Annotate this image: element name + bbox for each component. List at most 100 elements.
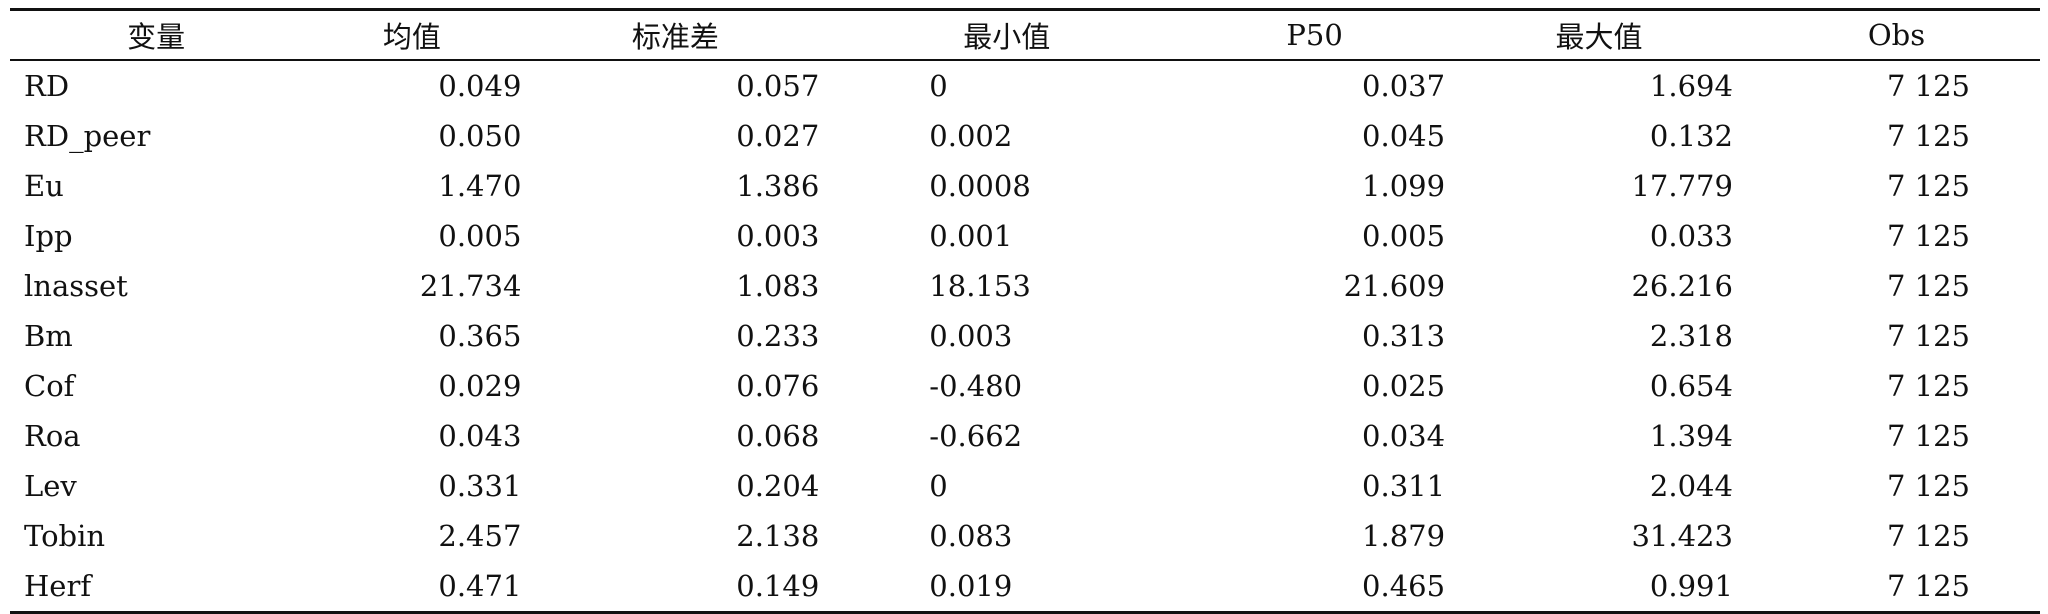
cell-variable: Bm [24, 319, 73, 353]
cell-max: 26.216 [1631, 269, 1733, 303]
cell-std-dev: 0.076 [736, 369, 820, 403]
table-row: RD 0.049 0.057 0 0.037 1.694 7 125 [10, 60, 2040, 111]
cell-obs: 7 125 [1886, 219, 1970, 253]
cell-std-dev: 2.138 [736, 519, 820, 553]
cell-min: -0.662 [929, 419, 1023, 453]
cell-std-dev: 0.068 [736, 419, 820, 453]
cell-p50: 0.005 [1362, 219, 1446, 253]
cell-min: 0.003 [929, 319, 1013, 353]
cell-variable: RD_peer [24, 119, 151, 153]
cell-variable: Eu [24, 169, 64, 203]
table-body: RD 0.049 0.057 0 0.037 1.694 7 125 RD_pe… [10, 60, 2040, 613]
cell-min: 0 [929, 69, 948, 103]
cell-p50: 0.025 [1362, 369, 1446, 403]
header-obs: Obs [1867, 18, 1926, 52]
cell-p50: 21.609 [1343, 269, 1446, 303]
cell-mean: 21.734 [419, 269, 522, 303]
header-mean: 均值 [382, 20, 441, 54]
table-row: lnasset 21.734 1.083 18.153 21.609 26.21… [10, 261, 2040, 311]
table-row: Bm 0.365 0.233 0.003 0.313 2.318 7 125 [10, 311, 2040, 361]
cell-std-dev: 0.027 [736, 119, 820, 153]
header-row: 变量 均值 标准差 最小值 P50 最大值 Obs [10, 9, 2040, 60]
cell-obs: 7 125 [1886, 419, 1970, 453]
cell-p50: 0.311 [1362, 469, 1446, 503]
table-row: Herf 0.471 0.149 0.019 0.465 0.991 7 125 [10, 561, 2040, 613]
cell-variable: Lev [24, 469, 77, 503]
cell-min: 0.002 [929, 119, 1013, 153]
cell-min: 0.0008 [929, 169, 1031, 203]
cell-mean: 0.005 [438, 219, 522, 253]
cell-min: 0 [929, 469, 948, 503]
cell-mean: 0.043 [438, 419, 522, 453]
cell-p50: 0.313 [1362, 319, 1446, 353]
cell-mean: 0.029 [438, 369, 522, 403]
cell-p50: 1.879 [1362, 519, 1446, 553]
cell-max: 17.779 [1631, 169, 1733, 203]
table-row: Ipp 0.005 0.003 0.001 0.005 0.033 7 125 [10, 211, 2040, 261]
cell-max: 2.044 [1649, 469, 1733, 503]
cell-std-dev: 0.233 [736, 319, 820, 353]
cell-mean: 1.470 [438, 169, 522, 203]
cell-mean: 0.050 [438, 119, 522, 153]
cell-mean: 0.471 [438, 569, 522, 603]
table-header: 变量 均值 标准差 最小值 P50 最大值 Obs [10, 9, 2040, 60]
table-row: Lev 0.331 0.204 0 0.311 2.044 7 125 [10, 461, 2040, 511]
cell-min: -0.480 [929, 369, 1023, 403]
cell-obs: 7 125 [1886, 69, 1970, 103]
cell-variable: Tobin [24, 519, 106, 553]
cell-obs: 7 125 [1886, 269, 1970, 303]
cell-variable: RD [24, 69, 70, 103]
cell-std-dev: 0.003 [736, 219, 820, 253]
cell-max: 0.132 [1649, 119, 1733, 153]
cell-variable: Roa [24, 419, 81, 453]
cell-mean: 0.365 [438, 319, 522, 353]
cell-variable: Cof [24, 369, 75, 403]
cell-obs: 7 125 [1886, 369, 1970, 403]
header-p50: P50 [1286, 18, 1343, 52]
cell-variable: Ipp [24, 219, 73, 253]
cell-p50: 0.465 [1362, 569, 1446, 603]
cell-obs: 7 125 [1886, 469, 1970, 503]
cell-p50: 0.037 [1362, 69, 1446, 103]
cell-std-dev: 0.057 [736, 69, 820, 103]
cell-mean: 0.049 [438, 69, 522, 103]
table-row: Roa 0.043 0.068 -0.662 0.034 1.394 7 125 [10, 411, 2040, 461]
cell-max: 2.318 [1649, 319, 1733, 353]
cell-min: 0.019 [929, 569, 1013, 603]
cell-obs: 7 125 [1886, 569, 1970, 603]
cell-max: 31.423 [1631, 519, 1733, 553]
cell-max: 0.991 [1649, 569, 1733, 603]
cell-std-dev: 1.386 [736, 169, 820, 203]
table-row: Cof 0.029 0.076 -0.480 0.025 0.654 7 125 [10, 361, 2040, 411]
cell-max: 0.033 [1649, 219, 1733, 253]
cell-std-dev: 1.083 [736, 269, 820, 303]
table-row: Eu 1.470 1.386 0.0008 1.099 17.779 7 125 [10, 161, 2040, 211]
header-std-dev: 标准差 [631, 20, 719, 54]
table-row: RD_peer 0.050 0.027 0.002 0.045 0.132 7 … [10, 111, 2040, 161]
cell-min: 0.001 [929, 219, 1013, 253]
cell-max: 1.694 [1649, 69, 1733, 103]
cell-variable: lnasset [24, 269, 128, 303]
cell-mean: 2.457 [438, 519, 522, 553]
cell-obs: 7 125 [1886, 319, 1970, 353]
cell-p50: 0.045 [1362, 119, 1446, 153]
cell-obs: 7 125 [1886, 119, 1970, 153]
header-min: 最小值 [963, 20, 1051, 54]
descriptive-statistics-table-container: 变量 均值 标准差 最小值 P50 最大值 Obs RD 0.049 0.057… [10, 8, 2040, 614]
cell-mean: 0.331 [438, 469, 522, 503]
cell-min: 18.153 [929, 269, 1031, 303]
descriptive-statistics-table: 变量 均值 标准差 最小值 P50 最大值 Obs RD 0.049 0.057… [10, 8, 2040, 614]
cell-obs: 7 125 [1886, 519, 1970, 553]
header-max: 最大值 [1555, 20, 1643, 54]
cell-obs: 7 125 [1886, 169, 1970, 203]
cell-p50: 1.099 [1362, 169, 1446, 203]
cell-max: 0.654 [1649, 369, 1733, 403]
header-variable: 变量 [127, 20, 186, 54]
cell-std-dev: 0.149 [736, 569, 820, 603]
cell-p50: 0.034 [1362, 419, 1446, 453]
cell-std-dev: 0.204 [736, 469, 820, 503]
cell-max: 1.394 [1649, 419, 1733, 453]
table-row: Tobin 2.457 2.138 0.083 1.879 31.423 7 1… [10, 511, 2040, 561]
cell-variable: Herf [24, 569, 92, 603]
cell-min: 0.083 [929, 519, 1013, 553]
